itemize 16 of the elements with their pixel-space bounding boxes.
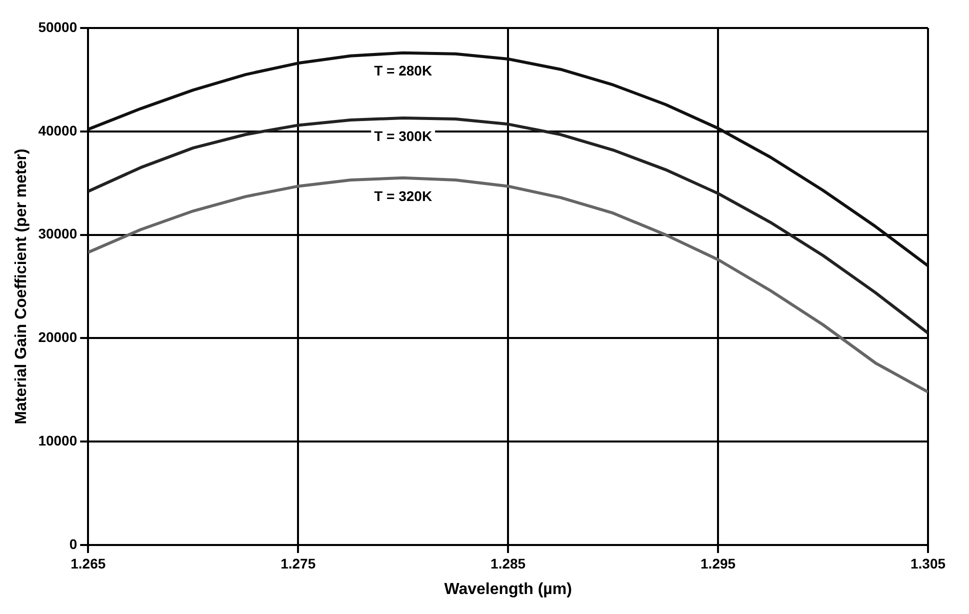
y-tick-label: 20000 [38,329,78,346]
y-axis-title: Material Gain Coefficient (per meter) [13,148,30,424]
x-tick-label: 1.275 [280,555,316,572]
y-tick-label: 40000 [38,122,78,138]
y-tick-label: 50000 [38,18,78,35]
x-tick-label: 1.265 [70,555,106,572]
y-tick-label: 10000 [38,432,78,448]
y-tick-label: 0 [69,536,78,552]
x-tick-label: 1.295 [700,555,736,572]
y-tick-label: 30000 [38,226,78,242]
series-label: T = 300K [374,128,432,144]
series-label: T = 280K [374,62,432,79]
x-tick-label: 1.285 [490,555,526,572]
series-label: T = 320K [374,188,432,204]
x-axis-title: Wavelength (µm) [444,580,572,598]
x-tick-label: 1.305 [910,555,946,572]
